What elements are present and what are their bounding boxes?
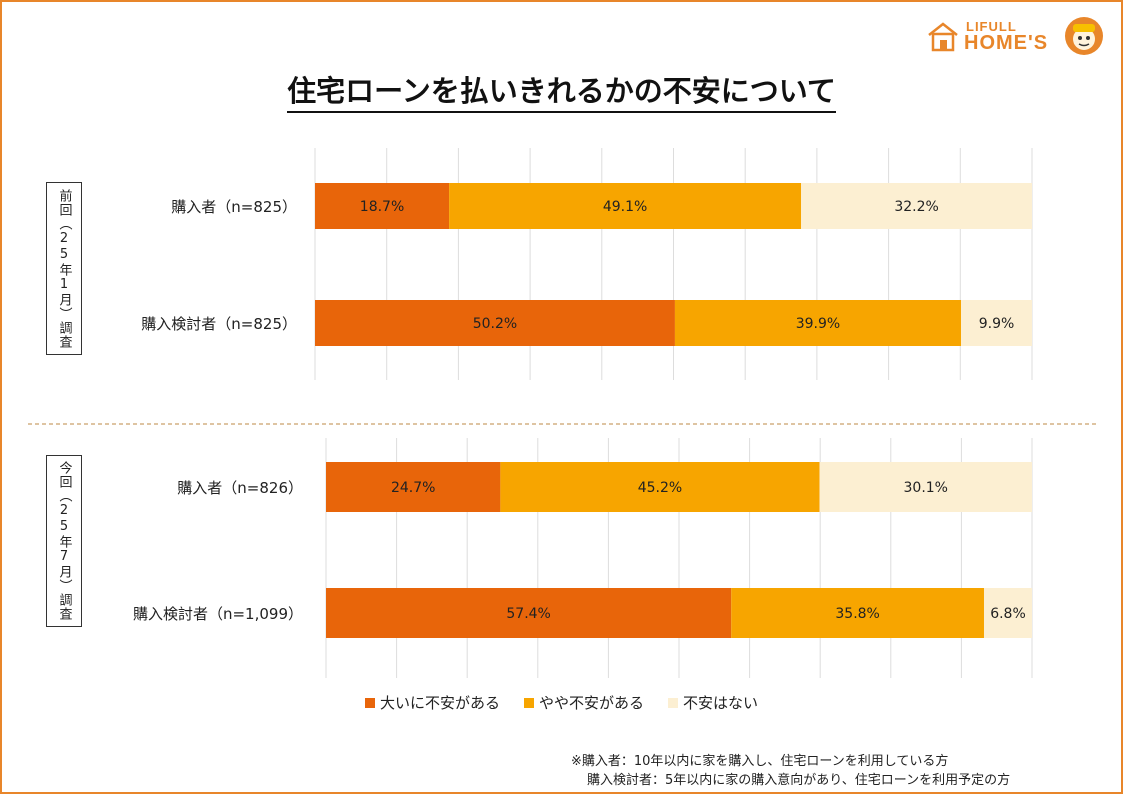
data-label: 49.1%: [603, 199, 647, 215]
bar-segment: [731, 588, 984, 638]
bar-segment: [315, 300, 675, 346]
category-label: 購入者（n=826）: [177, 479, 303, 497]
category-label: 購入検討者（n=1,099）: [132, 605, 303, 623]
category-label: 購入検討者（n=825）: [141, 315, 297, 333]
group-label: 今回（25年7月）調査: [56, 461, 72, 621]
bar-segment: [500, 462, 820, 512]
legend-item: 大いに不安がある: [364, 692, 500, 713]
house-icon: [928, 22, 958, 52]
group-label: 前回（25年1月）調査: [56, 188, 72, 349]
legend-label: やや不安がある: [538, 694, 644, 712]
chart-title: 住宅ローンを払いきれるかの不安について: [287, 74, 836, 113]
legend-label: 不安はない: [683, 694, 759, 712]
legend-swatch: [668, 697, 678, 708]
brand-line2: HOME'S: [964, 32, 1049, 54]
group-label-box: 今回（25年7月）調査: [46, 455, 82, 627]
data-label: 45.2%: [638, 480, 682, 496]
legend-item: 不安はない: [668, 692, 758, 713]
bar-segment: [801, 183, 1032, 229]
group-label-box: 前回（25年1月）調査: [46, 182, 82, 355]
brand-logo: LIFULL HOME'S: [926, 16, 1106, 58]
data-label: 9.9%: [979, 316, 1015, 332]
bar-segment: [819, 462, 1032, 512]
data-label: 35.8%: [835, 606, 879, 622]
mascot-icon: [1065, 17, 1103, 55]
bar-segment: [983, 588, 1032, 638]
chart-title-wrapper: 住宅ローンを払いきれるかの不安について: [0, 68, 1123, 113]
bar-segment: [315, 183, 450, 229]
bar-segment: [326, 588, 732, 638]
category-label: 購入者（n=825）: [171, 198, 297, 216]
legend-item: やや不安がある: [523, 692, 644, 713]
footnote-prospective: 購入検討者：5年以内に家の購入意向があり、住宅ローンを利用予定の方: [587, 773, 1011, 788]
bar-segment: [326, 462, 501, 512]
bar-segment: [449, 183, 802, 229]
legend-swatch: [523, 697, 534, 708]
data-label: 32.2%: [894, 199, 938, 215]
footnote-purchaser: ※購入者：10年以内に家を購入し、住宅ローンを利用している方: [571, 754, 949, 769]
brand-line1: LIFULL: [966, 19, 1017, 34]
bar-segment: [674, 300, 962, 346]
legend-swatch: [364, 697, 375, 708]
data-label: 57.4%: [506, 606, 550, 622]
data-label: 18.7%: [360, 199, 404, 215]
bar-segment: [961, 300, 1032, 346]
legend-label: 大いに不安がある: [379, 694, 500, 712]
data-label: 24.7%: [391, 480, 435, 496]
data-label: 30.1%: [904, 480, 948, 496]
data-label: 39.9%: [796, 316, 840, 332]
data-label: 50.2%: [473, 316, 517, 332]
data-label: 6.8%: [990, 606, 1026, 622]
chart-legend: 大いに不安がある やや不安がある 不安はない: [0, 692, 1123, 713]
